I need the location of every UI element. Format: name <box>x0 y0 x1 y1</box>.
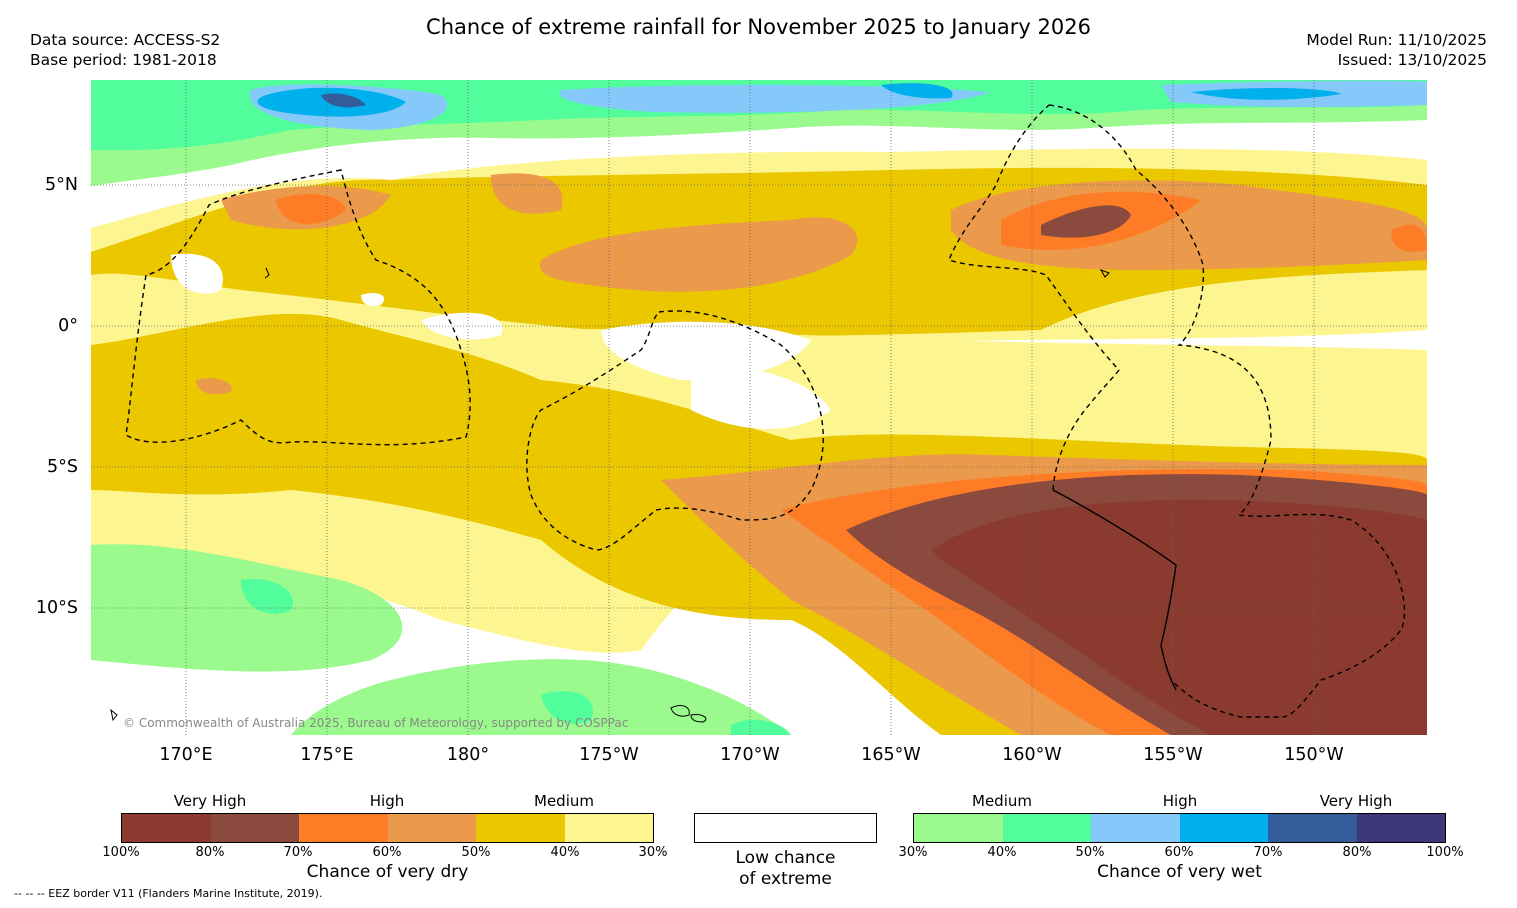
boundary-solid <box>1052 489 1177 691</box>
dry-swatch-6 <box>564 814 653 842</box>
lon-label-175e: 175°E <box>300 745 354 765</box>
dry-tick-30: 30% <box>638 845 668 860</box>
wet-swatch-3 <box>1091 814 1180 842</box>
lat-label-equator: 0° <box>58 316 78 336</box>
wet-swatch-1 <box>914 814 1003 842</box>
lat-label-5s: 5°S <box>47 457 78 477</box>
dry-60-north <box>276 191 1427 252</box>
wet-tick-30: 30% <box>898 845 928 860</box>
dry-tick-60: 60% <box>372 845 402 860</box>
map-title: Chance of extreme rainfall for November … <box>426 15 1091 39</box>
data-source-info: Data source: ACCESS-S2 Base period: 1981… <box>30 30 220 70</box>
issued-date: Issued: 13/10/2025 <box>1337 51 1487 69</box>
wet-swatch-2 <box>1002 814 1091 842</box>
islands <box>110 267 1110 723</box>
wet-60-north <box>257 83 1341 117</box>
lat-label-5n: 5°N <box>45 175 78 195</box>
lat-label-10s: 10°S <box>35 598 78 618</box>
run-info: Model Run: 11/10/2025 Issued: 13/10/2025 <box>1306 30 1487 70</box>
dry-swatch-2 <box>210 814 299 842</box>
dry-swatch-1 <box>122 814 211 842</box>
wet-swatch-5 <box>1268 814 1357 842</box>
wet-group-high: High <box>1162 792 1198 810</box>
wet-group-very-high: Very High <box>1319 792 1393 810</box>
lon-label-150w: 150°W <box>1284 745 1344 765</box>
dry-swatch-5 <box>476 814 565 842</box>
wet-tick-70: 70% <box>1253 845 1283 860</box>
dry-tick-100: 100% <box>102 845 140 860</box>
low-chance-line-2: of extreme <box>739 869 832 889</box>
low-chance-label: Low chance of extreme <box>694 848 877 890</box>
graticule <box>91 80 1427 735</box>
wet-colour-scale <box>913 813 1446 843</box>
dry-swatch-4 <box>387 814 476 842</box>
lon-label-170e: 170°E <box>159 745 213 765</box>
base-period: Base period: 1981-2018 <box>30 51 217 69</box>
wet-70-north <box>321 93 366 108</box>
wet-swatch-6 <box>1356 814 1445 842</box>
copyright-notice: © Commonwealth of Australia 2025, Bureau… <box>123 716 629 730</box>
dry-tick-70: 70% <box>283 845 313 860</box>
dry-tick-40: 40% <box>550 845 580 860</box>
dry-tick-80: 80% <box>195 845 225 860</box>
wet-group-medium: Medium <box>972 792 1032 810</box>
data-source: Data source: ACCESS-S2 <box>30 31 221 49</box>
low-chance-equatorial <box>171 253 831 429</box>
eez-footnote: -- -- -- EEZ border V11 (Flanders Marine… <box>14 887 323 900</box>
dry-70-north <box>1041 205 1131 238</box>
rainfall-map[interactable] <box>91 80 1427 735</box>
low-chance-swatch <box>694 813 877 843</box>
lon-label-165w: 165°W <box>861 745 921 765</box>
lon-label-170w: 170°W <box>720 745 780 765</box>
wet-legend-title: Chance of very wet <box>1097 862 1262 882</box>
lon-label-160w: 160°W <box>1002 745 1062 765</box>
lon-label-175w: 175°W <box>579 745 639 765</box>
dry-legend-title: Chance of very dry <box>306 862 469 882</box>
wet-swatch-4 <box>1179 814 1268 842</box>
dry-group-medium: Medium <box>534 792 594 810</box>
wet-50-north <box>249 80 1427 130</box>
wet-tick-50: 50% <box>1075 845 1105 860</box>
wet-tick-40: 40% <box>987 845 1017 860</box>
lon-label-155w: 155°W <box>1143 745 1203 765</box>
model-run: Model Run: 11/10/2025 <box>1306 31 1487 49</box>
wet-tick-100: 100% <box>1426 845 1464 860</box>
eez-borders <box>125 104 1406 719</box>
dry-group-very-high: Very High <box>173 792 247 810</box>
wet-tick-60: 60% <box>1164 845 1194 860</box>
dry-swatch-3 <box>299 814 388 842</box>
lon-label-180: 180° <box>446 745 490 765</box>
low-chance-line-1: Low chance <box>735 848 836 868</box>
dry-group-high: High <box>369 792 405 810</box>
dry-tick-50: 50% <box>461 845 491 860</box>
dry-80-south <box>931 500 1427 735</box>
dry-colour-scale <box>121 813 654 843</box>
wet-tick-80: 80% <box>1342 845 1372 860</box>
